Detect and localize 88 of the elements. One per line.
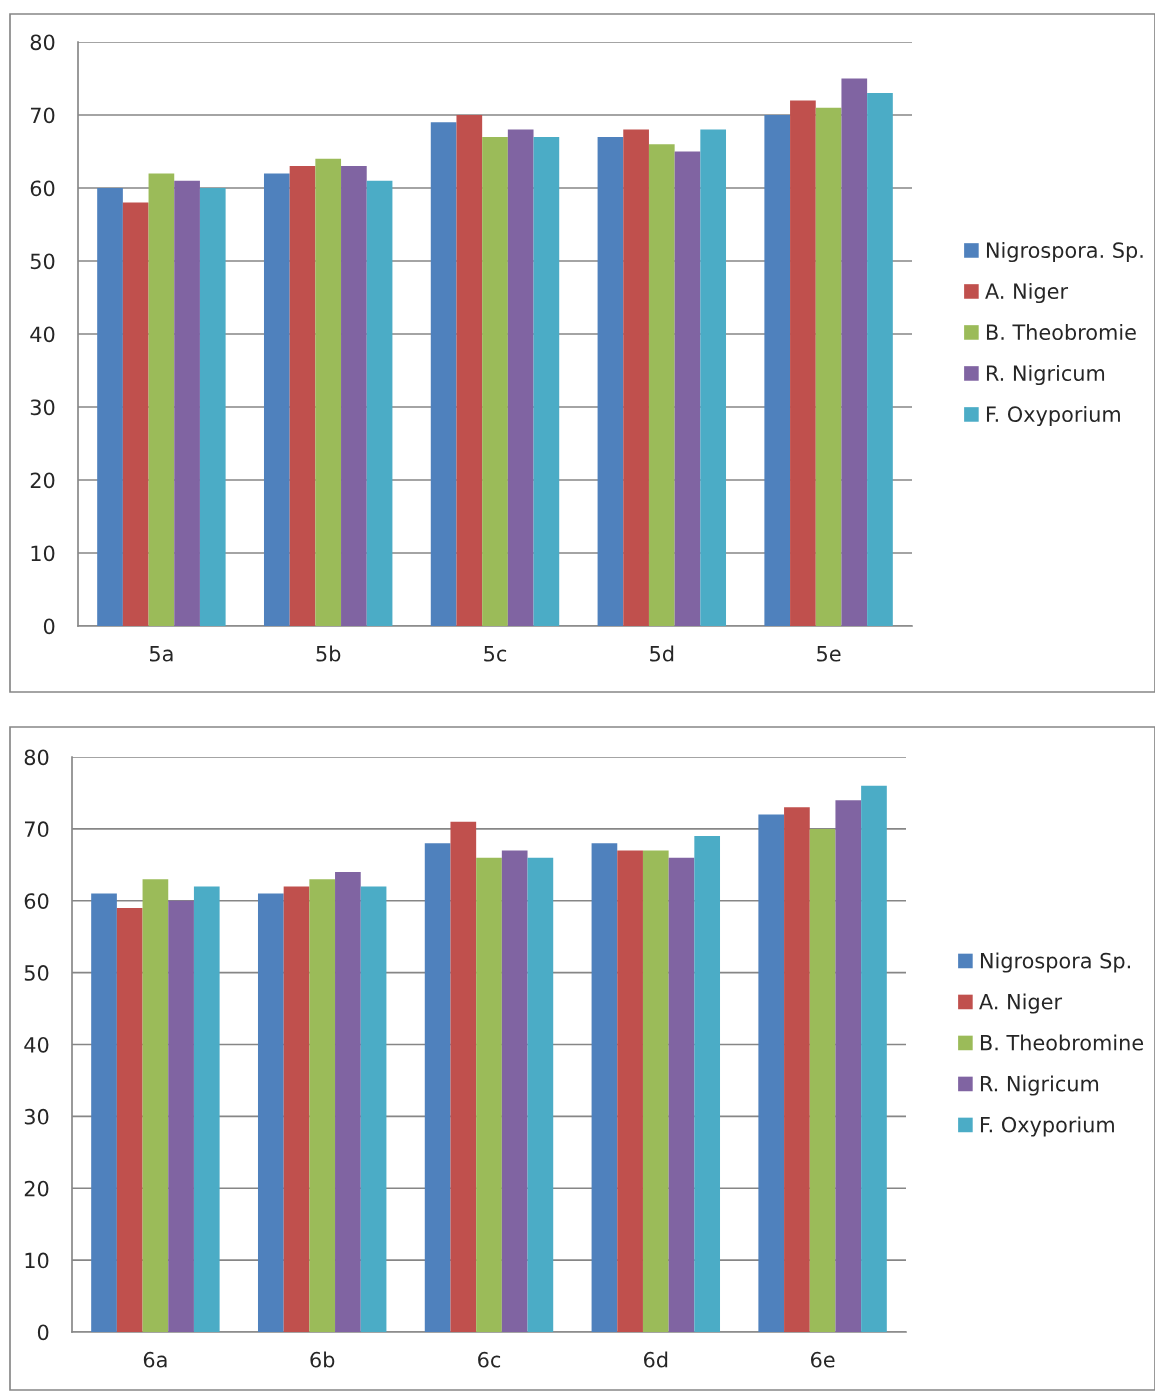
bar [758,814,785,1332]
x-tick-label: 6b [310,1351,335,1368]
bar [366,180,393,626]
legend-label: R. Nigricum [980,1075,1099,1096]
bar [809,828,836,1332]
x-tick-label: 5a [150,646,173,662]
bar [148,173,175,626]
bar [341,166,367,626]
y-tick-label: 30 [30,399,55,416]
y-tick-label: 60 [24,893,49,909]
bar [168,900,194,1332]
bar [257,893,284,1332]
bar [597,136,624,626]
bar [424,843,451,1332]
y-tick-label: 70 [24,821,49,838]
bar [142,879,169,1332]
bar [456,115,483,626]
bar [122,202,149,626]
bar [841,78,868,626]
y-tick-label: 10 [31,545,55,562]
bar [674,151,701,626]
x-tick-label: 5d [650,645,674,662]
legend-label: B. Theobromine [980,1034,1144,1051]
bar [527,857,554,1332]
bar [784,807,810,1332]
bar [617,850,643,1332]
bar [193,886,220,1332]
y-tick-label: 50 [30,253,55,270]
bar [97,188,123,626]
y-tick-label: 40 [30,326,55,343]
legend-label: F. Oxyporium [980,1116,1114,1137]
y-tick-label: 50 [24,965,49,981]
bar [591,843,618,1332]
bar [482,136,508,626]
bar [430,122,457,626]
x-tick-label: 6c [478,1351,501,1368]
legend-label: R. Nigricum [986,364,1105,386]
bar [263,173,290,626]
bar [283,886,310,1332]
legend-label: Nigrospora. Sp. [986,241,1143,263]
bar [815,107,842,626]
x-tick-label: 6d [644,1351,668,1368]
y-tick-label: 20 [24,1180,49,1197]
legend-label: Nigrospora Sp. [980,952,1130,973]
bar [694,836,721,1332]
bar [91,893,117,1332]
y-tick-label: 30 [24,1108,49,1125]
y-tick-label: 60 [30,180,55,197]
legend-label: A. Niger [979,993,1063,1014]
x-tick-label: 5e [817,646,841,662]
bar [623,129,649,626]
x-tick-label: 5c [484,646,507,662]
bar [335,872,361,1332]
y-tick-label: 70 [30,107,55,124]
bar [360,886,387,1332]
y-tick-label: 0 [43,618,55,635]
bar [450,821,477,1332]
bar [533,136,560,626]
y-tick-label: 40 [24,1036,49,1053]
bar [476,857,502,1332]
y-tick-label: 0 [37,1324,49,1341]
bar [501,850,528,1332]
x-tick-label: 6e [811,1351,835,1368]
bar [507,129,534,626]
bar [642,850,669,1332]
x-tick-label: 5b [316,645,341,662]
bar [790,100,816,626]
y-tick-label: 80 [24,749,49,766]
bar [764,115,791,626]
bar [199,188,226,626]
y-tick-label: 20 [30,472,55,489]
x-tick-label: 6a [143,1351,167,1368]
y-tick-label: 80 [30,34,55,51]
legend-label: F. Oxyporium [986,405,1120,427]
bar [315,158,342,626]
bar [861,785,887,1332]
y-tick-label: 10 [25,1252,49,1269]
bar [309,879,336,1332]
bar [289,166,316,626]
legend-label: B. Theobromie [986,323,1136,341]
bar [867,93,893,626]
bar [835,800,862,1332]
bar [700,129,727,626]
bar [648,144,675,626]
legend-label: A. Niger [985,282,1069,304]
bar [174,180,200,626]
bar [116,907,143,1332]
bar [668,857,695,1332]
